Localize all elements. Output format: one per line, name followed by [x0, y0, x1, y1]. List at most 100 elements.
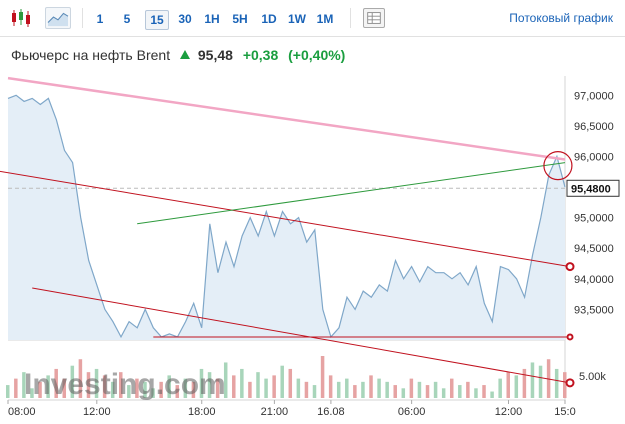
instrument-name: Фьючерс на нефть Brent — [11, 47, 171, 63]
volume-bar — [546, 359, 551, 398]
volume-bar — [401, 388, 406, 398]
timeframe-1d[interactable]: 1D — [261, 12, 277, 26]
instrument-change: +0,38 — [242, 47, 279, 63]
trendline-red-middle — [0, 170, 571, 268]
price-tick-label: 94,5000 — [574, 243, 614, 255]
volume-bar — [498, 378, 502, 398]
volume-bar — [449, 378, 454, 398]
volume-bar — [78, 359, 83, 398]
volume-bar — [264, 378, 268, 398]
volume-bar — [6, 385, 10, 398]
volume-bar — [506, 372, 510, 398]
volume-tick-label: 5.00k — [579, 371, 606, 383]
candlestick-icon[interactable] — [8, 7, 34, 29]
timeframe-1w[interactable]: 1W — [288, 12, 306, 26]
chart-toolbar: 1 5 15 30 1H 5H 1D 1W 1M Потоковый графи… — [0, 0, 625, 37]
area-chart-icon[interactable] — [45, 7, 71, 29]
volume-bar — [441, 388, 446, 398]
volume-bar — [14, 378, 18, 398]
price-tick-label: 96,0000 — [574, 151, 614, 163]
volume-bar — [159, 381, 163, 398]
volume-bar — [474, 388, 478, 398]
volume-bar — [563, 372, 567, 398]
volume-bar — [417, 381, 422, 398]
price-tick-label: 96,5000 — [574, 121, 614, 133]
volume-bar — [62, 378, 67, 398]
time-tick-label: 08:00 — [8, 406, 36, 418]
volume-bars — [6, 356, 567, 398]
volume-bar — [223, 362, 228, 398]
price-area-fill — [8, 95, 565, 340]
volume-bar — [369, 375, 373, 398]
price-area — [7, 94, 566, 340]
volume-bar — [304, 381, 309, 398]
volume-bar — [466, 381, 470, 398]
volume-bar — [94, 368, 99, 398]
price-tick-label: 94,0000 — [574, 274, 614, 286]
volume-bar — [280, 365, 284, 398]
trendline-upper-pink — [7, 76, 566, 161]
volume-bar — [30, 388, 34, 398]
time-tick-label: 12:00 — [495, 406, 523, 418]
toolbar-separator — [82, 8, 83, 28]
table-icon[interactable] — [363, 8, 385, 28]
stream-chart-link[interactable]: Потоковый график — [509, 11, 613, 25]
price-tick-label: 95,5000 — [574, 182, 614, 194]
volume-bar — [320, 356, 325, 398]
volume-bar — [183, 378, 188, 398]
volume-bar — [256, 372, 260, 398]
volume-bar — [175, 385, 180, 398]
volume-bar — [361, 381, 365, 398]
volume-bar — [433, 381, 438, 398]
trendlines — [0, 76, 575, 388]
trendline-handle[interactable] — [565, 262, 575, 272]
trendline-handle[interactable] — [565, 378, 575, 388]
volume-bar — [86, 372, 91, 398]
timeframe-5h[interactable]: 5H — [232, 12, 248, 26]
volume-bar — [538, 365, 543, 398]
volume-bar — [240, 368, 244, 398]
current-price-label: 95,4800 — [571, 183, 611, 195]
toolbar-separator — [350, 8, 351, 28]
volume-bar — [232, 375, 236, 398]
investing-watermark: Investing.com — [24, 368, 226, 401]
timeframe-1h[interactable]: 1H — [204, 12, 220, 26]
timeframe-1[interactable]: 1 — [96, 12, 104, 26]
timeframe-15[interactable]: 15 — [145, 10, 169, 30]
volume-bar — [110, 381, 115, 398]
volume-bar — [38, 381, 42, 398]
timeframe-30[interactable]: 30 — [178, 12, 192, 26]
price-axis: 97,0000 96,5000 96,0000 95,5000 95,0000 94,50… — [566, 90, 620, 383]
volume-bar — [328, 375, 333, 398]
volume-bar — [530, 362, 535, 398]
volume-bar — [102, 375, 107, 398]
volume-bar — [127, 385, 131, 398]
volume-bar — [191, 381, 196, 398]
time-tick-label: 16.08 — [317, 406, 345, 418]
volume-bar — [522, 368, 527, 398]
time-axis: 08:00 12:00 18:00 21:00 16.08 06:00 12:00 15:0 — [7, 400, 576, 418]
time-tick-label: 12:00 — [83, 406, 111, 418]
volume-bar — [312, 385, 317, 398]
volume-bar — [393, 385, 397, 398]
volume-bar — [345, 378, 349, 398]
volume-bar — [482, 385, 486, 398]
volume-bar — [377, 378, 381, 398]
volume-bar — [353, 385, 357, 398]
volume-bar — [514, 375, 519, 398]
timeframe-1m[interactable]: 1M — [316, 12, 334, 26]
trendline-green — [137, 162, 566, 225]
volume-bar — [385, 381, 389, 398]
volume-bar — [458, 385, 462, 398]
time-tick-label: 18:00 — [188, 406, 216, 418]
volume-bar — [554, 368, 559, 398]
instrument-change-pct: (+0,40%) — [288, 47, 346, 63]
volume-bar — [22, 372, 26, 398]
trendline-handle[interactable] — [566, 333, 574, 341]
volume-bar — [425, 385, 430, 398]
timeframe-5[interactable]: 5 — [123, 12, 131, 26]
time-tick-label: 21:00 — [261, 406, 289, 418]
time-tick-label: 06:00 — [398, 406, 426, 418]
instrument-header: Фьючерс на нефть Brent 95,48 +0,38 (+0,4… — [11, 47, 345, 63]
